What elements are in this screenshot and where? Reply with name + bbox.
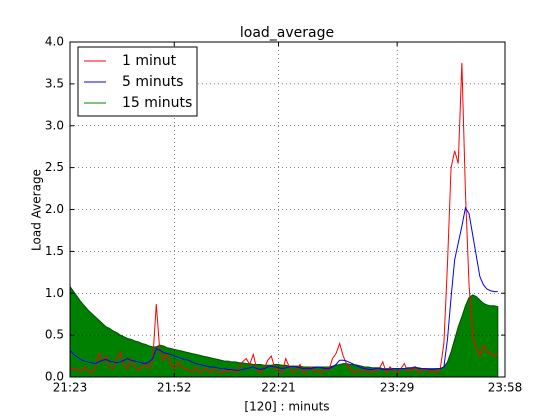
y-tick-label: 3.0 (45, 118, 64, 132)
x-tick-label: 21:52 (157, 381, 192, 395)
y-tick-label: 3.5 (45, 76, 64, 90)
y-tick-label: 1.0 (45, 286, 64, 300)
y-tick-label: 0.0 (45, 370, 64, 384)
legend-label: 1 minut (122, 53, 177, 69)
x-tick-label: 23:58 (488, 381, 523, 395)
x-tick-label: 23:29 (380, 381, 415, 395)
y-tick-label: 2.5 (45, 160, 64, 174)
chart-title: load_average (240, 25, 334, 41)
legend-label: 5 minuts (122, 74, 183, 90)
y-tick-label: 1.5 (45, 244, 64, 258)
y-tick-label: 0.5 (45, 328, 64, 342)
legend-label: 15 minuts (122, 95, 192, 111)
x-axis-label: [120] : minuts (244, 400, 329, 414)
y-tick-label: 4.0 (45, 35, 64, 49)
x-tick-label: 22:21 (261, 381, 296, 395)
x-tick-label: 21:23 (53, 381, 88, 395)
plot-frame (69, 41, 506, 378)
y-tick-label: 2.0 (45, 202, 64, 216)
line (69, 206, 498, 371)
y-axis-label: Load Average (30, 169, 44, 251)
